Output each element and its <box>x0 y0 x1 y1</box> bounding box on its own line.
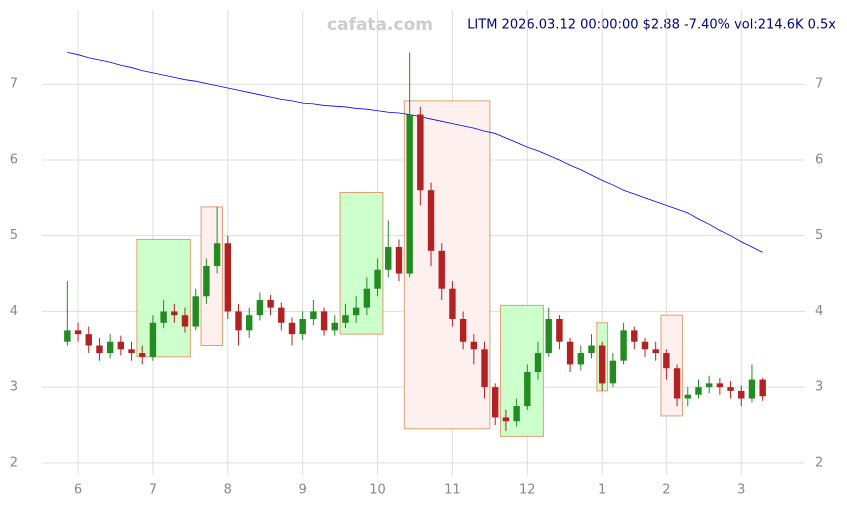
x-tick-label: 9 <box>299 483 307 498</box>
candle-body <box>502 417 510 422</box>
candle-body <box>331 322 338 331</box>
x-tick-label: 11 <box>444 483 461 498</box>
y-tick-label: 2 <box>10 455 18 470</box>
candle-body <box>438 250 445 289</box>
candle-body <box>609 360 617 384</box>
y-tick-label-right: 6 <box>815 152 823 167</box>
watermark: cafata.com <box>327 15 433 35</box>
candle-body <box>181 315 189 327</box>
candle-body <box>299 318 306 335</box>
moving-average-line <box>67 52 763 253</box>
candle-body <box>481 349 488 388</box>
candle-body <box>224 243 232 312</box>
candle-body <box>128 349 135 354</box>
candle-body <box>235 311 242 331</box>
y-tick-label: 3 <box>10 380 18 395</box>
candle-body <box>395 247 403 274</box>
candle-body <box>417 114 424 191</box>
candle-body <box>267 300 274 308</box>
candle-body <box>385 247 392 270</box>
y-tick-label-right: 3 <box>815 380 823 395</box>
candle-body <box>117 341 125 350</box>
zone <box>403 100 491 430</box>
candle-body <box>470 341 478 350</box>
candle-body <box>620 330 627 361</box>
candle-body <box>631 330 638 342</box>
zone <box>339 192 384 335</box>
candle-body <box>598 345 606 384</box>
candle-body <box>705 383 713 388</box>
candle-body <box>748 379 756 399</box>
candle-body <box>374 269 381 289</box>
x-tick-label: 7 <box>149 483 157 498</box>
candle-body <box>203 265 210 297</box>
candle-body <box>459 318 467 342</box>
candle-body <box>192 296 199 327</box>
candle-body <box>171 311 178 316</box>
y-tick-label: 4 <box>10 304 18 319</box>
candle-body <box>759 379 766 397</box>
candle-body <box>673 368 681 399</box>
x-tick-label: 3 <box>737 483 745 498</box>
candle-body <box>716 383 724 388</box>
candle-body <box>684 394 691 399</box>
candle-body <box>256 300 264 316</box>
chart-title: LITM 2026.03.12 00:00:00 $2.88 -7.40% vo… <box>467 18 836 33</box>
candle-body <box>641 341 649 350</box>
x-tick-label: 8 <box>224 483 232 498</box>
candle-body <box>695 387 702 395</box>
candle-body <box>245 315 253 331</box>
x-tick-label: 1 <box>598 483 606 498</box>
candle-body <box>278 307 285 323</box>
y-tick-label: 7 <box>10 77 18 92</box>
candle-body <box>588 345 595 354</box>
candle-body <box>106 341 114 354</box>
candle-body <box>427 190 435 251</box>
candle-body <box>342 315 349 323</box>
candle-body <box>524 372 531 407</box>
candle-body <box>85 334 92 346</box>
y-tick-label: 5 <box>10 228 18 243</box>
y-tick-label-right: 2 <box>815 455 823 470</box>
candle-body <box>213 243 221 266</box>
y-tick-label-right: 7 <box>815 77 823 92</box>
candle-body <box>449 288 456 319</box>
candle-body <box>556 318 563 342</box>
y-tick-label-right: 4 <box>815 304 823 319</box>
candle-body <box>160 311 167 323</box>
x-tick-label: 12 <box>519 483 536 498</box>
candle-body <box>139 353 146 357</box>
candle-body <box>513 406 520 422</box>
zone <box>136 238 191 358</box>
candle-body <box>363 288 371 308</box>
candle-body <box>149 322 157 357</box>
candle-body <box>545 318 552 354</box>
candle-body <box>652 349 659 354</box>
candle-body <box>352 307 360 316</box>
candle-body <box>64 330 71 342</box>
candle-body <box>566 341 574 365</box>
x-tick-label: 2 <box>662 483 670 498</box>
candle-body <box>663 353 670 369</box>
candle-body <box>534 353 542 373</box>
candle-body <box>738 390 745 399</box>
candle-body <box>492 387 499 418</box>
candle-body <box>74 330 82 335</box>
candle-body <box>727 387 734 391</box>
candle-body <box>288 322 296 335</box>
candle-body <box>577 353 585 365</box>
candle-body <box>406 114 413 274</box>
y-tick-label: 6 <box>10 152 18 167</box>
candle-body <box>320 311 328 331</box>
x-tick-label: 10 <box>369 483 386 498</box>
candle-body <box>96 345 103 354</box>
x-tick-label: 6 <box>74 483 82 498</box>
candle-body <box>310 311 317 319</box>
y-tick-label-right: 5 <box>815 228 823 243</box>
